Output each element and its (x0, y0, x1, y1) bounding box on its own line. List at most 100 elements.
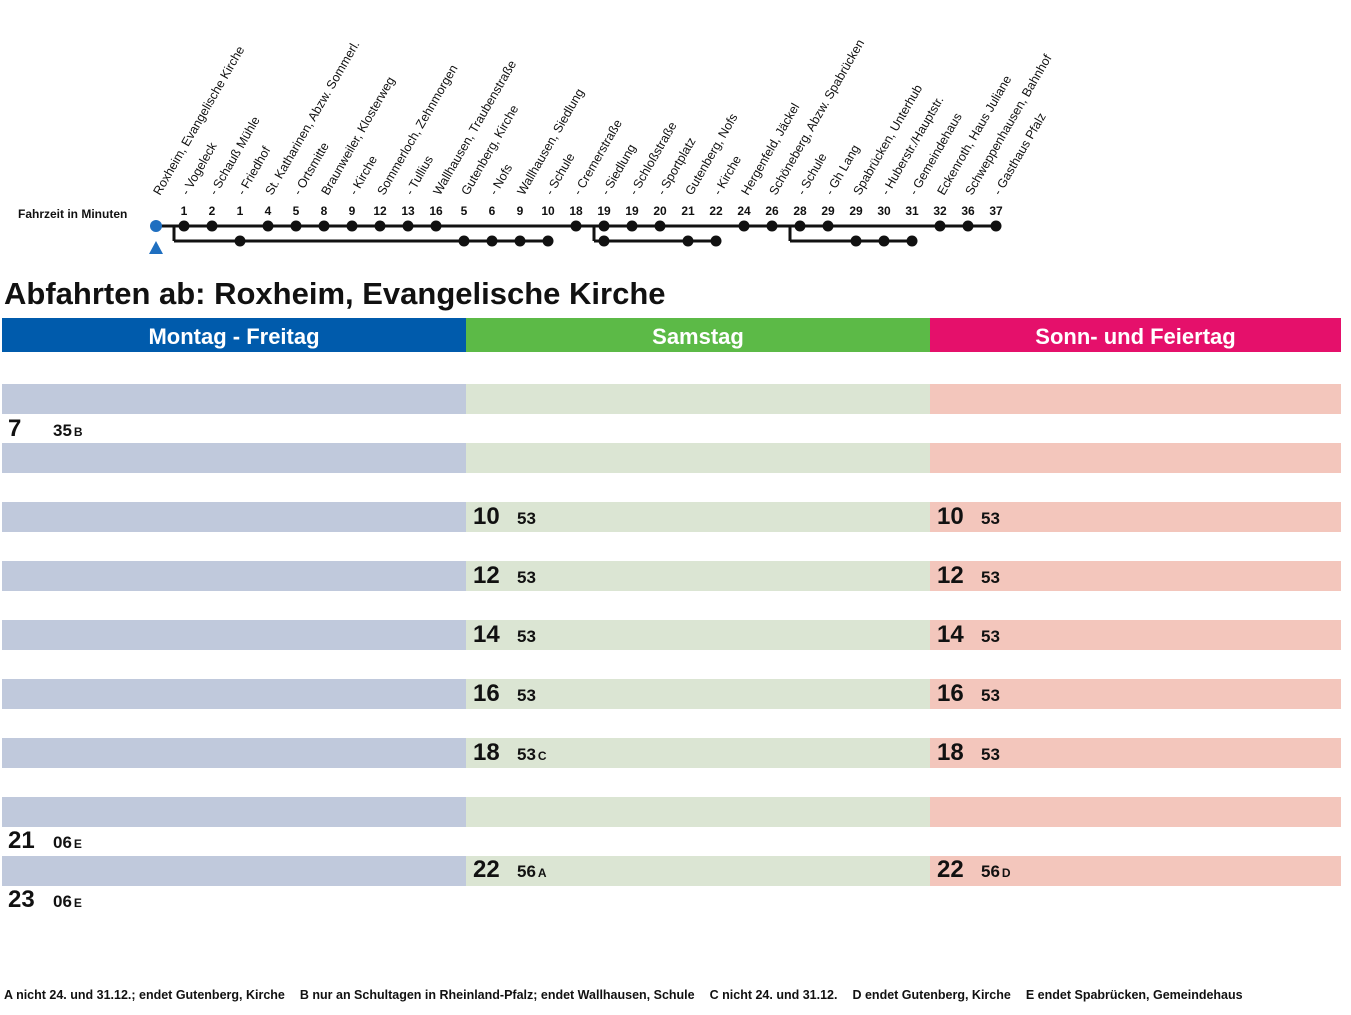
footnote-text: nicht 24. und 31.12.; endet Gutenberg, K… (16, 988, 285, 1002)
stop-dot (206, 220, 218, 232)
timetable-stripe (2, 502, 466, 532)
timetable-stripe (466, 384, 930, 414)
footnote-c: C nicht 24. und 31.12. (710, 988, 838, 1002)
departure-minutes: 53 (981, 681, 1000, 711)
departure-hour: 18 (473, 739, 500, 766)
footnote-key: C (709, 988, 719, 1002)
stop-dot (626, 220, 638, 232)
stop-minute: 18 (569, 204, 583, 218)
departure-note: A (537, 866, 547, 880)
stop-dot (486, 235, 498, 247)
stop-minute: 36 (961, 204, 975, 218)
departure-minute-value: 53 (981, 509, 1000, 528)
stop-dot (542, 235, 554, 247)
stop-dot (878, 235, 890, 247)
start-stop-dot (150, 220, 162, 232)
stop-dot (822, 220, 834, 232)
departure-minute-value: 06 (53, 833, 72, 852)
timetable-stripe (2, 620, 466, 650)
stop-minute: 22 (709, 204, 723, 218)
footnote-b: B nur an Schultagen in Rheinland-Pfalz; … (300, 988, 695, 1002)
timetable-stripe (930, 561, 1341, 591)
stop-dot (990, 220, 1002, 232)
departure-minutes: 53 (981, 563, 1000, 593)
timetable-stripe (2, 738, 466, 768)
stop-dot (374, 220, 386, 232)
departure-minute-value: 53 (981, 686, 1000, 705)
stop-dot (766, 220, 778, 232)
timetable-stripe (2, 384, 466, 414)
stop-minute: 19 (597, 204, 611, 218)
stop-dot (178, 220, 190, 232)
departure-hour: 12 (937, 562, 964, 589)
stop-dot (682, 235, 694, 247)
stop-minute: 24 (737, 204, 751, 218)
day-header-sunday: Sonn- und Feiertag (930, 318, 1341, 352)
footnote-text: endet Gutenberg, Kirche (864, 988, 1011, 1002)
stop-name: - Nofs (486, 162, 515, 198)
departure-minute-value: 53 (981, 745, 1000, 764)
departure-hour: 22 (937, 856, 964, 883)
stop-minute: 20 (653, 204, 667, 218)
stop-minute: 5 (293, 204, 300, 218)
departure-hour: 14 (473, 621, 500, 648)
stop-minute: 8 (321, 204, 328, 218)
stop-dot (430, 220, 442, 232)
departure-minutes: 53 (517, 504, 536, 534)
stop-dot (906, 235, 918, 247)
timetable-stripe (930, 797, 1341, 827)
stop-minute: 16 (429, 204, 443, 218)
travel-time-label: Fahrzeit in Minuten (18, 207, 127, 221)
stop-minute: 9 (349, 204, 356, 218)
departure-minutes: 53 (517, 622, 536, 652)
stop-dot (850, 235, 862, 247)
stop-minute: 29 (849, 204, 863, 218)
timetable-stripe (466, 443, 930, 473)
footnote-text: endet Spabrücken, Gemeindehaus (1037, 988, 1243, 1002)
stop-minute: 1 (237, 204, 244, 218)
departure-minute-value: 56 (981, 862, 1000, 881)
stop-dot (794, 220, 806, 232)
timetable-stripe (930, 502, 1341, 532)
departure-minute-value: 53 (517, 509, 536, 528)
departure-minutes: 53 (981, 740, 1000, 770)
footnote-a: A nicht 24. und 31.12.; endet Gutenberg,… (4, 988, 285, 1002)
stop-dot (318, 220, 330, 232)
timetable-stripe (466, 797, 930, 827)
departure-minutes: 53 (517, 563, 536, 593)
footnote-text: nur an Schultagen in Rheinland-Pfalz; en… (312, 988, 695, 1002)
stop-minute: 30 (877, 204, 891, 218)
departure-note: E (73, 837, 82, 851)
stop-dot (654, 220, 666, 232)
departure-minute-value: 53 (981, 627, 1000, 646)
footnote-key: D (852, 988, 862, 1002)
departure-hour: 16 (473, 680, 500, 707)
footnotes: A nicht 24. und 31.12.; endet Gutenberg,… (4, 988, 1258, 1002)
departure-note: C (537, 749, 547, 763)
timetable-stripe (930, 738, 1341, 768)
footnote-text: nicht 24. und 31.12. (722, 988, 838, 1002)
departure-minute-value: 53 (517, 627, 536, 646)
timetable-stripe (930, 384, 1341, 414)
departure-minute-value: 06 (53, 892, 72, 911)
stop-dot (710, 235, 722, 247)
departure-hour: 14 (937, 621, 964, 648)
departure-minute-value: 53 (981, 568, 1000, 587)
timetable-stripe (466, 856, 930, 886)
stop-dot (262, 220, 274, 232)
timetable-stripe (2, 443, 466, 473)
stop-minute: 1 (181, 204, 188, 218)
departure-hour: 7 (8, 415, 22, 442)
stop-minute: 26 (765, 204, 779, 218)
stop-dot (934, 220, 946, 232)
footnote-d: D endet Gutenberg, Kirche (852, 988, 1010, 1002)
timetable-stripe (2, 679, 466, 709)
timetable-stripe (466, 561, 930, 591)
stop-dot (598, 220, 610, 232)
departure-minutes: 53 (981, 622, 1000, 652)
stop-minute: 29 (821, 204, 835, 218)
timetable-stripe (466, 620, 930, 650)
departure-hour: 10 (473, 503, 500, 530)
departure-minutes: 56 A (517, 857, 547, 888)
